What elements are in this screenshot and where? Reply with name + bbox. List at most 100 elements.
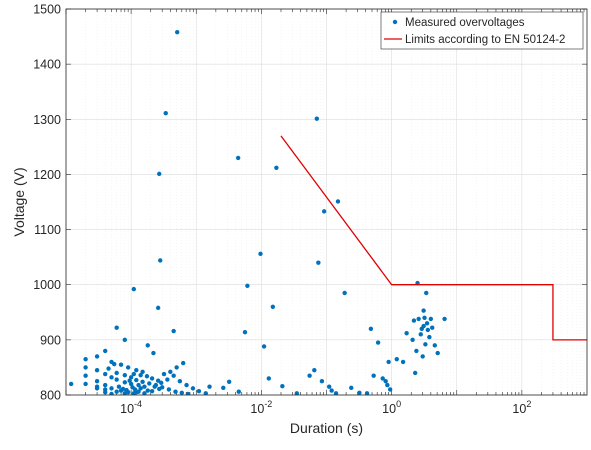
x-tick-label-base: 10	[250, 402, 264, 416]
data-point	[179, 390, 184, 395]
data-point	[270, 304, 276, 309]
data-point	[149, 388, 155, 394]
data-point	[424, 290, 429, 296]
data-point	[149, 376, 155, 381]
data-point	[131, 371, 137, 377]
data-point	[414, 348, 419, 354]
x-tick-labels: 10-4 10-2 100 102	[120, 399, 531, 416]
data-point	[136, 382, 141, 388]
data-point	[421, 308, 426, 313]
data-point	[103, 371, 108, 377]
data-point	[432, 343, 437, 348]
data-point	[364, 391, 370, 395]
data-point	[226, 379, 232, 384]
data-point	[424, 321, 430, 326]
x-tick-label: 10-4	[120, 399, 142, 416]
data-point	[142, 384, 147, 389]
data-point	[418, 332, 423, 337]
legend-marker-measured	[392, 19, 398, 25]
data-point	[196, 388, 202, 394]
data-point	[128, 381, 134, 387]
data-point	[122, 380, 128, 385]
data-point	[128, 375, 134, 380]
x-tick-label-exponent: 2	[526, 399, 531, 409]
data-point	[394, 356, 399, 362]
data-point	[103, 387, 108, 392]
data-point	[427, 334, 432, 340]
data-point	[122, 391, 128, 395]
legend-label-limits: Limits according to EN 50124-2	[405, 34, 565, 46]
data-point	[114, 377, 119, 382]
data-point	[387, 387, 393, 392]
data-point	[349, 385, 354, 391]
data-point	[171, 328, 176, 334]
data-point	[386, 359, 391, 365]
x-tick-label-base: 10	[512, 402, 526, 416]
data-point	[314, 116, 320, 121]
x-tick-label-exponent: 0	[396, 399, 401, 409]
data-point	[207, 384, 212, 389]
data-point	[422, 315, 427, 320]
data-point	[329, 388, 334, 393]
data-point	[151, 350, 156, 356]
data-point	[173, 389, 178, 394]
data-point	[138, 372, 143, 378]
data-point	[411, 318, 417, 323]
data-point	[118, 362, 124, 367]
data-point	[177, 379, 183, 384]
data-point	[68, 381, 74, 387]
x-tick-label: 10-2	[250, 399, 272, 416]
data-point	[103, 382, 108, 388]
data-point	[109, 386, 114, 391]
data-point	[180, 360, 186, 366]
plot-frame	[65, 8, 588, 396]
data-point	[245, 283, 250, 289]
data-point	[316, 260, 321, 265]
x-axis-label: Duration (s)	[290, 420, 363, 436]
data-point	[134, 367, 139, 373]
data-point	[131, 286, 137, 292]
data-point	[203, 391, 208, 395]
data-point	[83, 373, 88, 378]
x-tick-label-exponent: -4	[134, 399, 142, 409]
x-tick-label-base: 10	[382, 402, 396, 416]
data-point	[171, 373, 176, 378]
limit-line	[280, 135, 587, 341]
data-point	[134, 390, 139, 395]
data-point	[428, 316, 434, 322]
data-point	[307, 373, 312, 378]
y-axis-label: Voltage (V)	[11, 167, 27, 236]
data-point	[266, 376, 271, 381]
data-point	[242, 329, 248, 335]
legend-box	[380, 11, 584, 50]
data-point	[83, 381, 88, 387]
data-point	[419, 326, 424, 332]
grid	[65, 8, 587, 396]
data-point	[274, 165, 279, 171]
data-point	[153, 382, 159, 388]
data-point	[114, 389, 119, 394]
data-point	[312, 367, 317, 373]
data-point	[236, 389, 241, 394]
y-tick-labels: 800 900 1000 1100 1200 1300 1400 1500	[33, 3, 61, 403]
data-point	[165, 377, 170, 382]
data-point	[94, 379, 100, 384]
data-point	[416, 316, 421, 322]
data-point	[235, 155, 241, 161]
y-tick-label: 1500	[33, 3, 61, 17]
data-point	[112, 361, 117, 367]
data-point	[109, 391, 114, 395]
data-point	[380, 376, 385, 381]
data-point	[342, 290, 347, 296]
data-point	[83, 365, 88, 370]
data-point	[435, 350, 440, 356]
data-point	[375, 340, 381, 345]
data-point	[158, 258, 163, 263]
y-tick-label: 800	[40, 389, 61, 403]
legend: Measured overvoltages Limits according t…	[380, 11, 584, 50]
data-point	[368, 326, 374, 332]
data-point	[168, 369, 173, 375]
data-point	[163, 111, 168, 116]
data-point	[155, 305, 161, 311]
